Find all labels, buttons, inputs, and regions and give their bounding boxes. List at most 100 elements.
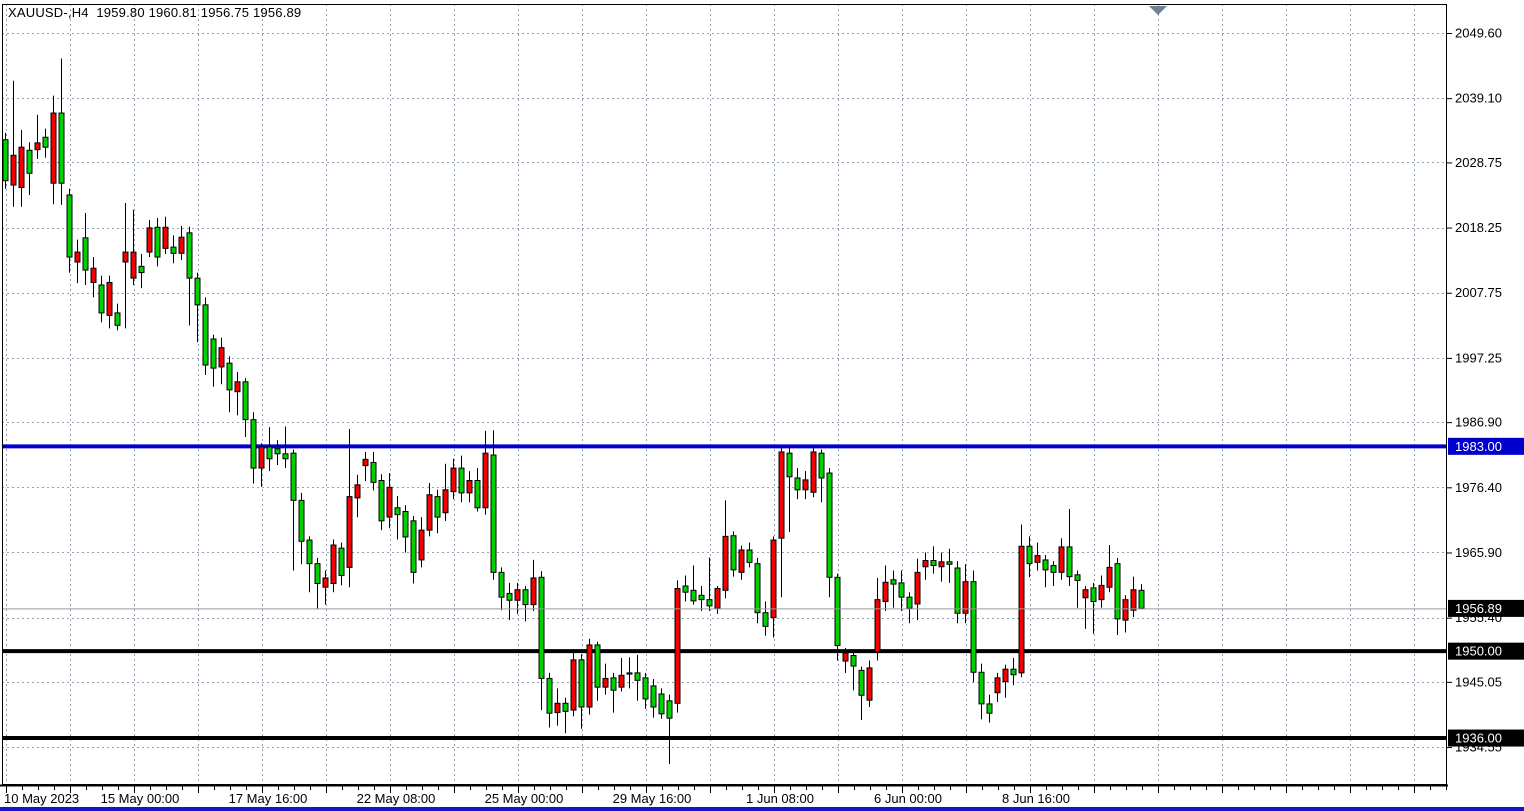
price-axis-label: 1976.40 bbox=[1455, 480, 1502, 495]
candle-body bbox=[706, 599, 713, 607]
price-axis-label: 2018.25 bbox=[1455, 220, 1502, 235]
candle-body bbox=[866, 667, 873, 701]
candle-body bbox=[842, 652, 849, 662]
candle-body bbox=[58, 112, 65, 184]
candle-body bbox=[354, 484, 361, 499]
time-axis-label: 17 May 16:00 bbox=[229, 791, 308, 806]
candle-body bbox=[170, 246, 177, 254]
chart-shift-triangle-down-icon[interactable] bbox=[1149, 6, 1167, 15]
candle-body bbox=[906, 596, 913, 609]
candle-body bbox=[314, 563, 321, 585]
time-axis[interactable]: 10 May 2023 15 May 00:00 17 May 16:00 22 Ma… bbox=[0, 784, 1448, 807]
candle-body bbox=[762, 612, 769, 627]
price-axis-label: 2049.60 bbox=[1455, 26, 1502, 41]
candle-body bbox=[122, 251, 129, 263]
candle-body bbox=[554, 702, 561, 714]
candle-body bbox=[946, 561, 953, 565]
candle-body bbox=[90, 267, 97, 283]
chart-title-ohlc: XAUUSD-,H4 1959.80 1960.81 1956.75 1956.… bbox=[8, 5, 302, 20]
candle-body bbox=[146, 227, 153, 253]
candle-body bbox=[802, 479, 809, 491]
candle-body bbox=[770, 539, 777, 619]
candle-body bbox=[1042, 559, 1049, 571]
candle-body bbox=[1130, 589, 1137, 611]
candle-body bbox=[1074, 574, 1081, 581]
time-axis-label: 25 May 00:00 bbox=[485, 791, 564, 806]
price-axis-label: 1945.05 bbox=[1455, 674, 1502, 689]
candle-body bbox=[834, 576, 841, 647]
price-axis-label: 2028.75 bbox=[1455, 155, 1502, 170]
candle-body bbox=[1114, 563, 1121, 620]
candle-body bbox=[162, 226, 169, 249]
time-axis-label: 1 Jun 08:00 bbox=[746, 791, 814, 806]
candle-body bbox=[586, 644, 593, 708]
candle-body bbox=[1034, 555, 1041, 563]
time-axis-label: 10 May 2023 bbox=[4, 791, 79, 806]
candle-body bbox=[250, 419, 257, 469]
candle-body bbox=[434, 496, 441, 518]
candle-body bbox=[442, 489, 449, 514]
candle-body bbox=[994, 677, 1001, 694]
candle-body bbox=[530, 577, 537, 606]
candle-body bbox=[1058, 546, 1065, 573]
candle-body bbox=[1098, 584, 1105, 601]
candle-body bbox=[538, 576, 545, 679]
candle-body bbox=[138, 265, 145, 274]
candle-body bbox=[650, 685, 657, 708]
candle-body bbox=[154, 226, 161, 258]
price-axis-label: 1997.25 bbox=[1455, 350, 1502, 365]
candle-body bbox=[634, 672, 641, 681]
candle-body bbox=[506, 592, 513, 601]
candle-body bbox=[378, 479, 385, 522]
candle-body bbox=[1050, 565, 1057, 573]
price-highlight-label: 1950.00 bbox=[1455, 644, 1502, 659]
time-axis-label: 8 Jun 16:00 bbox=[1002, 791, 1070, 806]
candle-body bbox=[938, 561, 945, 568]
candle-body bbox=[682, 585, 689, 593]
candle-body bbox=[2, 139, 9, 182]
candle-body bbox=[410, 520, 417, 573]
candle-body bbox=[386, 486, 393, 518]
candle-body bbox=[642, 677, 649, 700]
price-axis[interactable]: 2049.60 2039.10 2028.75 2018.25 2007.75 1997.… bbox=[1447, 26, 1524, 755]
price-axis-label: 1965.90 bbox=[1455, 545, 1502, 560]
candle-body bbox=[458, 467, 465, 494]
candle-body bbox=[10, 154, 17, 186]
candle-body bbox=[50, 112, 57, 184]
candle-body bbox=[202, 304, 209, 366]
candle-body bbox=[978, 671, 985, 705]
candle-body bbox=[498, 571, 505, 598]
candle-body bbox=[474, 479, 481, 509]
candle-body bbox=[738, 549, 745, 573]
candle-body bbox=[1106, 566, 1113, 588]
candle-body bbox=[794, 477, 801, 491]
candle-body bbox=[698, 594, 705, 601]
candle-body bbox=[922, 560, 929, 568]
candle-body bbox=[450, 467, 457, 493]
candle-body bbox=[346, 496, 353, 568]
price-axis-label: 2007.75 bbox=[1455, 285, 1502, 300]
candle-body bbox=[898, 582, 905, 598]
candle-body bbox=[1138, 589, 1145, 609]
candlestick-series bbox=[2, 58, 1145, 765]
candle-body bbox=[618, 674, 625, 688]
candle-body bbox=[362, 458, 369, 467]
candle-body bbox=[298, 499, 305, 542]
candle-body bbox=[970, 581, 977, 673]
candle-body bbox=[402, 511, 409, 538]
candle-body bbox=[746, 549, 753, 563]
candle-body bbox=[114, 312, 121, 326]
candle-body bbox=[34, 142, 41, 151]
candle-body bbox=[322, 577, 329, 588]
candle-body bbox=[466, 479, 473, 494]
candle-body bbox=[658, 693, 665, 715]
time-axis-label: 15 May 00:00 bbox=[101, 791, 180, 806]
candle-body bbox=[986, 703, 993, 714]
candle-body bbox=[954, 567, 961, 614]
time-axis-label: 6 Jun 00:00 bbox=[874, 791, 942, 806]
candle-body bbox=[594, 644, 601, 688]
time-axis-label: 29 May 16:00 bbox=[613, 791, 692, 806]
candle-body bbox=[338, 547, 345, 576]
